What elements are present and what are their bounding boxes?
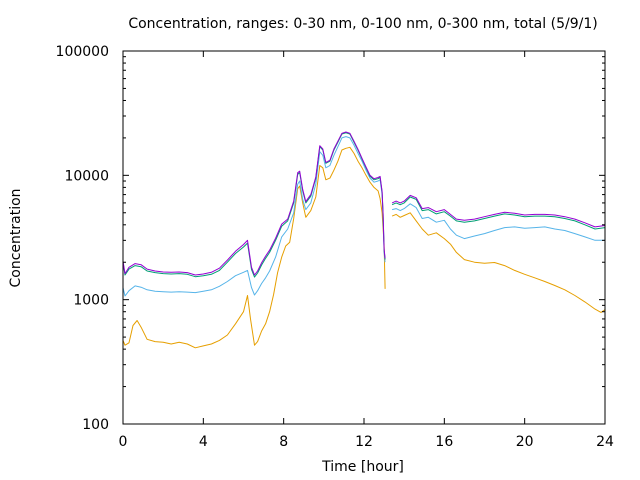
y-tick-label: 1000 [73,293,109,309]
x-tick-label: 24 [596,434,614,450]
y-tick-label: 100000 [56,44,109,60]
series-line-2 [122,136,605,297]
x-tick-label: 20 [516,434,534,450]
x-tick-label: 8 [279,434,288,450]
x-axis-label: Time [hour] [321,459,404,475]
series-line-1 [122,146,606,349]
axis-ticks: 0 4 8 12 16 20 24 100 1000 10000 100000 [56,44,614,450]
x-tick-label: 16 [435,434,453,450]
chart-title: Concentration, ranges: 0-30 nm, 0-100 nm… [128,16,597,32]
plot-frame [122,50,606,425]
series-line-4 [122,131,606,276]
y-tick-label: 100 [82,417,109,433]
x-tick-label: 0 [119,434,128,450]
series-line-3 [122,132,606,278]
y-tick-label: 10000 [64,168,109,184]
x-tick-label: 4 [199,434,208,450]
y-axis-label: Concentration [8,188,24,287]
x-tick-label: 12 [355,434,373,450]
plot-area [122,131,606,349]
